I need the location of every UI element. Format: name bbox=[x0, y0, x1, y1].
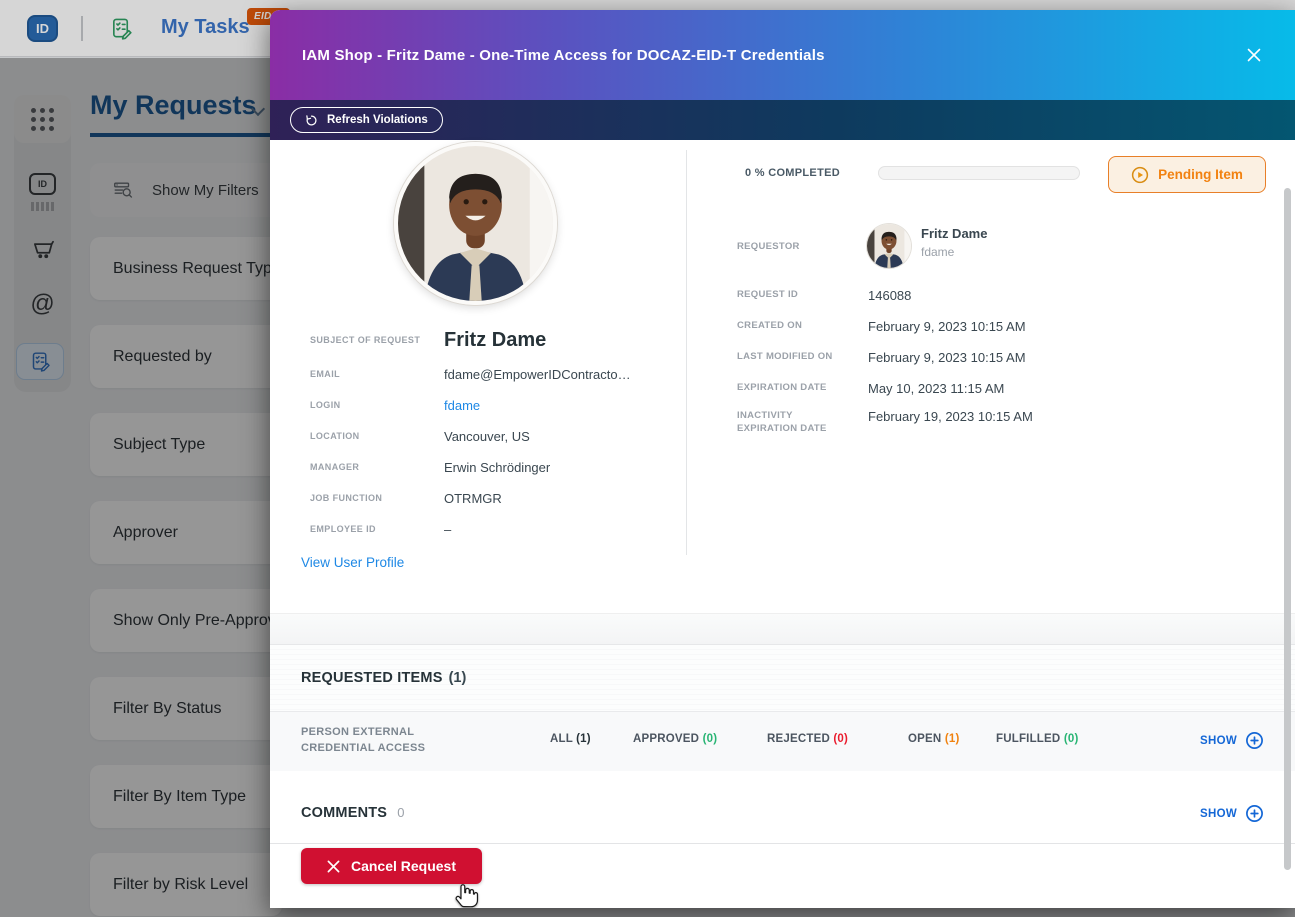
cancel-request-button[interactable]: Cancel Request bbox=[301, 848, 482, 884]
filter-by-item-type[interactable]: Filter By Item Type bbox=[90, 765, 282, 828]
filter-by-risk-level[interactable]: Filter by Risk Level bbox=[90, 853, 282, 916]
requestor-row: REQUESTOR bbox=[737, 240, 800, 252]
subject-email: fdame@EmpowerIDContracto… bbox=[444, 366, 631, 382]
requested-items-count: (1) bbox=[448, 670, 467, 686]
filter-approver[interactable]: Approver bbox=[90, 501, 282, 564]
detail-expiration-date: EXPIRATION DATE May 10, 2023 11:15 AM bbox=[737, 381, 1005, 396]
view-user-profile-link[interactable]: View User Profile bbox=[301, 555, 405, 570]
progress-bar bbox=[878, 166, 1080, 180]
field-login: LOGIN fdame bbox=[310, 397, 481, 413]
filter-business-request-type[interactable]: Business Request Type bbox=[90, 237, 282, 300]
page-title: My Requests bbox=[90, 90, 257, 120]
mouse-cursor-hand bbox=[455, 884, 479, 908]
show-my-filters-button[interactable]: Show My Filters bbox=[90, 163, 282, 217]
item-type-label: PERSON EXTERNAL CREDENTIAL ACCESS bbox=[301, 726, 426, 754]
subject-location: Vancouver, US bbox=[444, 428, 530, 444]
filter-subject-type[interactable]: Subject Type bbox=[90, 413, 282, 476]
comments-count: 0 bbox=[397, 805, 405, 820]
cancel-x-icon bbox=[327, 860, 340, 872]
refresh-violations-button[interactable]: Refresh Violations bbox=[290, 107, 443, 133]
show-comments-button[interactable]: SHOW bbox=[1200, 804, 1264, 823]
sidebar-item-my-tasks-active[interactable] bbox=[16, 343, 64, 380]
status-rejected[interactable]: REJECTED (0) bbox=[767, 733, 849, 745]
field-job-function: JOB FUNCTION OTRMGR bbox=[310, 490, 502, 506]
requestor-identity: Fritz Dame fdame bbox=[921, 226, 987, 259]
nav-my-tasks[interactable]: My Tasks bbox=[161, 16, 250, 38]
modal-header: IAM Shop - Fritz Dame - One-Time Access … bbox=[270, 10, 1295, 100]
active-tab-underline bbox=[90, 133, 282, 137]
show-requested-items-button[interactable]: SHOW bbox=[1200, 731, 1264, 750]
detail-last-modified-on: LAST MODIFIED ON February 9, 2023 10:15 … bbox=[737, 350, 1026, 365]
subject-name: Fritz Dame bbox=[444, 328, 547, 351]
subject-manager: Erwin Schrödinger bbox=[444, 459, 551, 475]
detail-inactivity-expiration-date: INACTIVITY EXPIRATION DATE February 19, … bbox=[737, 409, 1033, 434]
mini-bars-icon bbox=[14, 202, 71, 211]
filter-requested-by[interactable]: Requested by bbox=[90, 325, 282, 388]
modal-scrollbar[interactable] bbox=[1284, 188, 1291, 870]
modal-title: IAM Shop - Fritz Dame - One-Time Access … bbox=[302, 46, 825, 64]
filter-show-only-pre-approved[interactable]: Show Only Pre-Approved bbox=[90, 589, 282, 652]
header-divider bbox=[81, 16, 83, 41]
detail-created-on: CREATED ON February 9, 2023 10:15 AM bbox=[737, 319, 1026, 334]
id-badge-icon[interactable]: ID bbox=[14, 173, 71, 195]
plus-circle-icon bbox=[1246, 732, 1263, 749]
plus-circle-icon bbox=[1246, 805, 1263, 822]
column-divider bbox=[686, 150, 687, 555]
requestor-avatar bbox=[867, 224, 911, 268]
filter-by-status[interactable]: Filter By Status bbox=[90, 677, 282, 740]
request-details-modal: IAM Shop - Fritz Dame - One-Time Access … bbox=[270, 10, 1295, 908]
percent-completed-label: 0 % COMPLETED bbox=[745, 167, 840, 179]
field-email: EMAIL fdame@EmpowerIDContracto… bbox=[310, 366, 631, 382]
apps-grid-icon[interactable] bbox=[14, 95, 71, 143]
status-fulfilled[interactable]: FULFILLED (0) bbox=[996, 733, 1079, 745]
subject-job-function: OTRMGR bbox=[444, 490, 502, 506]
subject-avatar bbox=[394, 142, 557, 305]
requested-items-header: REQUESTED ITEMS (1) bbox=[270, 645, 1295, 712]
field-subject-of-request: SUBJECT OF REQUEST Fritz Dame bbox=[310, 328, 547, 351]
shopping-cart-icon[interactable] bbox=[14, 236, 71, 262]
empowerid-logo-icon[interactable]: ID bbox=[27, 15, 58, 42]
detail-request-id: REQUEST ID 146088 bbox=[737, 288, 912, 303]
close-icon[interactable] bbox=[1243, 44, 1265, 66]
show-my-filters-label: Show My Filters bbox=[152, 181, 259, 199]
requested-item-row: PERSON EXTERNAL CREDENTIAL ACCESS ALL (1… bbox=[270, 712, 1295, 771]
modal-body: SUBJECT OF REQUEST Fritz Dame EMAIL fdam… bbox=[270, 140, 1295, 908]
status-open[interactable]: OPEN (1) bbox=[908, 733, 960, 745]
play-circle-icon bbox=[1131, 166, 1149, 183]
status-approved[interactable]: APPROVED (0) bbox=[633, 733, 718, 745]
status-all[interactable]: ALL (1) bbox=[550, 733, 591, 745]
pending-item-button[interactable]: Pending Item bbox=[1108, 156, 1266, 193]
requestor-name: Fritz Dame bbox=[921, 226, 988, 241]
subject-profile-fields: SUBJECT OF REQUEST Fritz Dame EMAIL fdam… bbox=[310, 328, 672, 548]
subject-employee-id: – bbox=[444, 521, 452, 537]
modal-toolbar: Refresh Violations bbox=[270, 100, 1295, 140]
comments-divider bbox=[270, 843, 1295, 844]
field-manager: MANAGER Erwin Schrödinger bbox=[310, 459, 551, 475]
field-employee-id: EMPLOYEE ID – bbox=[310, 521, 452, 537]
fingerprint-icon[interactable]: @ bbox=[30, 290, 55, 317]
field-location: LOCATION Vancouver, US bbox=[310, 428, 530, 444]
section-separator bbox=[270, 613, 1295, 645]
refresh-icon bbox=[306, 114, 317, 125]
comments-header: COMMENTS 0 bbox=[301, 805, 405, 821]
requestor-username: fdame bbox=[921, 245, 955, 259]
subject-login-link[interactable]: fdame bbox=[444, 397, 481, 413]
